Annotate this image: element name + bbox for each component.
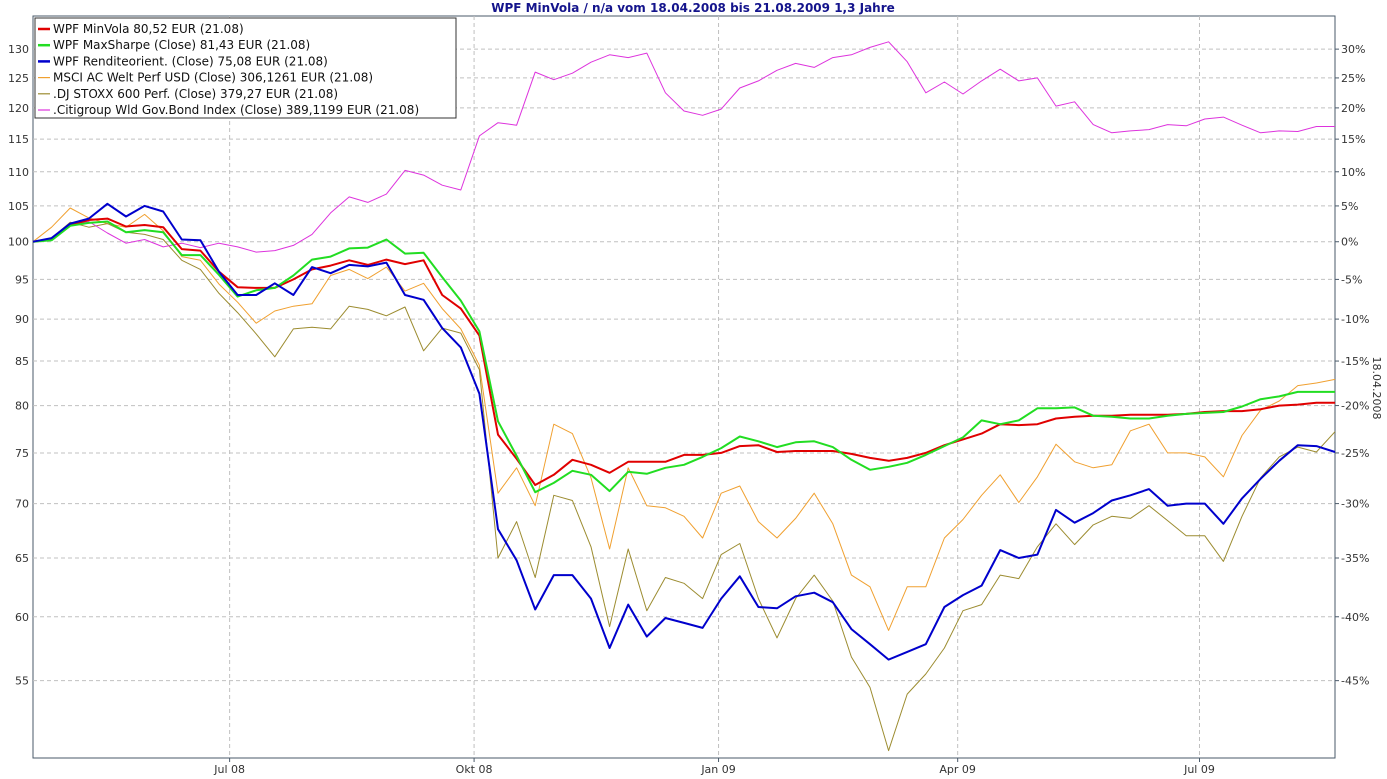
y-tick-label-left: 120 bbox=[8, 102, 29, 115]
y-tick-label-right: 20% bbox=[1341, 102, 1365, 115]
series-line-1 bbox=[32, 217, 1335, 486]
y-tick-label-right: -25% bbox=[1341, 447, 1369, 460]
y-tick-label-left: 60 bbox=[15, 611, 29, 624]
x-tick-label: Apr 09 bbox=[939, 763, 976, 775]
y-tick-label-right: -15% bbox=[1341, 355, 1369, 368]
chart-title: WPF MinVola / n/a vom 18.04.2008 bis 21.… bbox=[491, 1, 895, 15]
legend-label-4: MSCI AC Welt Perf USD (Close) 306,1261 E… bbox=[53, 71, 373, 85]
legend-label-6: .Citigroup Wld Gov.Bond Index (Close) 38… bbox=[53, 103, 419, 117]
x-tick-label: Okt 08 bbox=[456, 763, 493, 775]
series-layer bbox=[32, 41, 1336, 752]
axis-layer: 55 60 65 70 75 80 85 90 95 100 105 110 115 120 125 130 -… bbox=[8, 43, 1369, 776]
y-tick-label-left: 110 bbox=[8, 166, 29, 179]
y-tick-label-right: 0% bbox=[1341, 236, 1358, 249]
y-tick-label-left: 130 bbox=[8, 43, 29, 56]
legend-label-2: WPF MaxSharpe (Close) 81,43 EUR (21.08) bbox=[53, 38, 310, 52]
y-tick-label-right: -45% bbox=[1341, 675, 1369, 688]
y-tick-label-left: 125 bbox=[8, 72, 29, 85]
x-tick-label: Jan 09 bbox=[700, 763, 735, 775]
y-tick-label-right: -10% bbox=[1341, 313, 1369, 326]
y-tick-label-left: 105 bbox=[8, 200, 29, 213]
legend-label-5: .DJ STOXX 600 Perf. (Close) 379,27 EUR (… bbox=[53, 87, 338, 101]
y-tick-label-right: -35% bbox=[1341, 552, 1369, 565]
right-axis-label: 18.04.2008 bbox=[1370, 357, 1383, 420]
grid-layer bbox=[33, 16, 1335, 758]
x-tick-label: Jul 08 bbox=[213, 763, 245, 775]
y-tick-label-right: 25% bbox=[1341, 72, 1365, 85]
series-line-2 bbox=[32, 220, 1335, 494]
y-tick-label-right: -40% bbox=[1341, 611, 1369, 624]
series-line-4 bbox=[32, 207, 1336, 631]
y-tick-label-left: 65 bbox=[15, 552, 29, 565]
series-line-6 bbox=[32, 41, 1335, 253]
y-tick-label-left: 115 bbox=[8, 133, 29, 146]
legend-items: WPF MinVola 80,52 EUR (21.08) WPF MaxShar… bbox=[38, 22, 419, 117]
x-tick-label: Jul 09 bbox=[1183, 763, 1215, 775]
y-tick-label-left: 80 bbox=[15, 400, 29, 413]
y-tick-label-right: -20% bbox=[1341, 400, 1369, 413]
y-tick-label-left: 95 bbox=[15, 273, 29, 286]
y-tick-label-right: 10% bbox=[1341, 166, 1365, 179]
y-tick-label-left: 70 bbox=[15, 498, 29, 511]
y-tick-label-right: -30% bbox=[1341, 498, 1369, 511]
legend-label-3: WPF Renditeorient. (Close) 75,08 EUR (21… bbox=[53, 54, 328, 68]
y-tick-label-right: -5% bbox=[1341, 273, 1362, 286]
y-tick-label-left: 85 bbox=[15, 355, 29, 368]
series-line-3 bbox=[32, 202, 1336, 661]
legend: WPF MinVola 80,52 EUR (21.08) WPF MaxShar… bbox=[34, 17, 457, 119]
series-line-5 bbox=[32, 221, 1336, 752]
y-tick-label-left: 55 bbox=[15, 675, 29, 688]
y-tick-label-right: 5% bbox=[1341, 200, 1358, 213]
y-tick-label-left: 75 bbox=[15, 447, 29, 460]
legend-box bbox=[34, 17, 457, 119]
y-tick-label-left: 100 bbox=[8, 236, 29, 249]
legend-label-1: WPF MinVola 80,52 EUR (21.08) bbox=[53, 22, 244, 36]
y-tick-label-left: 90 bbox=[15, 313, 29, 326]
y-tick-label-right: 30% bbox=[1341, 43, 1365, 56]
y-tick-label-right: 15% bbox=[1341, 133, 1365, 146]
plot-area bbox=[32, 15, 1336, 759]
